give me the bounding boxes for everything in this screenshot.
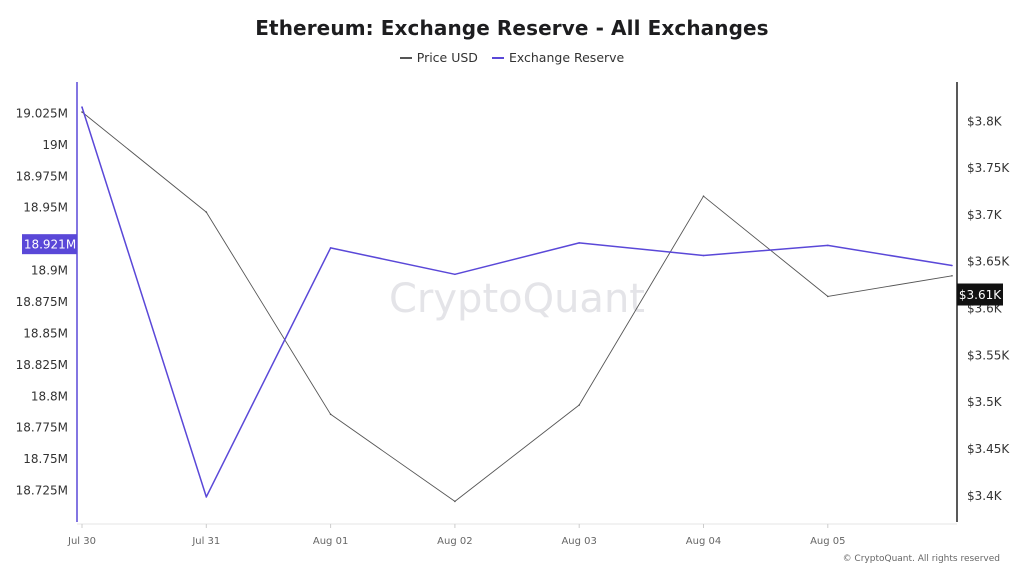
x-tick-label-jul-31: Jul 31 [191, 536, 220, 547]
left-tick-label-18-9m: 18.9M [31, 264, 68, 278]
right-tick-label-3-55k: $3.55K [967, 348, 1010, 362]
legend-label-price-usd: Price USD [416, 50, 478, 65]
left-current-value-label: 18.921M [24, 238, 76, 252]
data-point-exchange-reserve-1 [205, 496, 208, 498]
data-point-price-usd-2 [329, 413, 332, 416]
data-point-price-usd-5 [702, 195, 705, 197]
data-point-exchange-reserve-5 [702, 254, 705, 257]
left-tick-label-19-025m: 19.025M [16, 106, 68, 120]
x-tick-label-aug-03: Aug 03 [561, 536, 596, 547]
right-tick-label-3-75k: $3.75K [967, 161, 1010, 175]
legend-item-price-usd[interactable]: Price USD [399, 50, 478, 65]
left-tick-label-18-725m: 18.725M [16, 484, 68, 498]
series-line-exchange-reserve [81, 106, 953, 498]
left-tick-label-18-975m: 18.975M [16, 169, 68, 183]
left-current-value-badge [22, 234, 77, 255]
watermark-text: CryptoQuant [389, 276, 645, 322]
left-tick-label-19m: 19M [42, 138, 68, 152]
chart-title: Ethereum: Exchange Reserve - All Exchang… [255, 16, 769, 40]
data-point-price-usd-3 [454, 500, 456, 503]
data-point-price-usd-4 [578, 404, 580, 406]
x-tick-label-aug-02: Aug 02 [437, 536, 472, 547]
left-tick-label-18-75m: 18.75M [23, 452, 68, 466]
data-point-price-usd-1 [205, 211, 208, 213]
left-tick-label-18-8m: 18.8M [31, 389, 68, 403]
data-point-price-usd-6 [827, 295, 829, 298]
data-point-price-usd-7 [951, 275, 953, 277]
legend-item-exchange-reserve[interactable]: Exchange Reserve [491, 50, 625, 65]
data-point-exchange-reserve-0 [81, 106, 83, 108]
left-tick-label-18-875m: 18.875M [16, 295, 68, 309]
chart-legend: Price USD Exchange Reserve [0, 50, 1024, 65]
copyright-footer: © CryptoQuant. All rights reserved [842, 554, 1000, 564]
x-tick-label-aug-05: Aug 05 [810, 536, 845, 547]
right-tick-label-3-8k: $3.8K [967, 114, 1003, 128]
legend-swatch-price-usd [399, 56, 412, 59]
right-tick-label-3-7k: $3.7K [967, 208, 1003, 222]
left-tick-label-18-95m: 18.95M [23, 201, 68, 215]
x-tick-label-aug-04: Aug 04 [686, 536, 721, 547]
right-current-value-badge [957, 283, 1003, 306]
data-point-exchange-reserve-2 [329, 247, 332, 249]
legend-label-exchange-reserve: Exchange Reserve [508, 50, 625, 65]
right-current-value-label: $3.61K [959, 288, 1002, 302]
x-tick-label-jul-30: Jul 30 [67, 536, 96, 547]
data-point-exchange-reserve-7 [951, 264, 953, 267]
right-tick-label-3-4k: $3.4K [967, 489, 1003, 503]
series-lines [81, 106, 953, 503]
x-tick-label-aug-01: Aug 01 [313, 536, 348, 547]
series-line-price-usd [81, 111, 953, 502]
legend-swatch-exchange-reserve [491, 56, 504, 59]
left-tick-label-18-775m: 18.775M [16, 421, 68, 435]
right-tick-label-3-65k: $3.65K [967, 255, 1010, 269]
data-point-exchange-reserve-6 [827, 244, 829, 247]
data-point-exchange-reserve-4 [578, 242, 580, 244]
right-tick-label-3-5k: $3.5K [967, 395, 1003, 409]
right-tick-label-3-45k: $3.45K [967, 442, 1010, 456]
left-tick-label-18-85m: 18.85M [23, 326, 68, 340]
left-tick-label-18-825m: 18.825M [16, 358, 68, 372]
data-point-exchange-reserve-3 [454, 273, 456, 276]
data-point-price-usd-0 [81, 111, 83, 113]
axis-labels: 18.725M 18.75M 18.775M 18.8M 18.825M 18.85M 18… [16, 106, 1011, 547]
